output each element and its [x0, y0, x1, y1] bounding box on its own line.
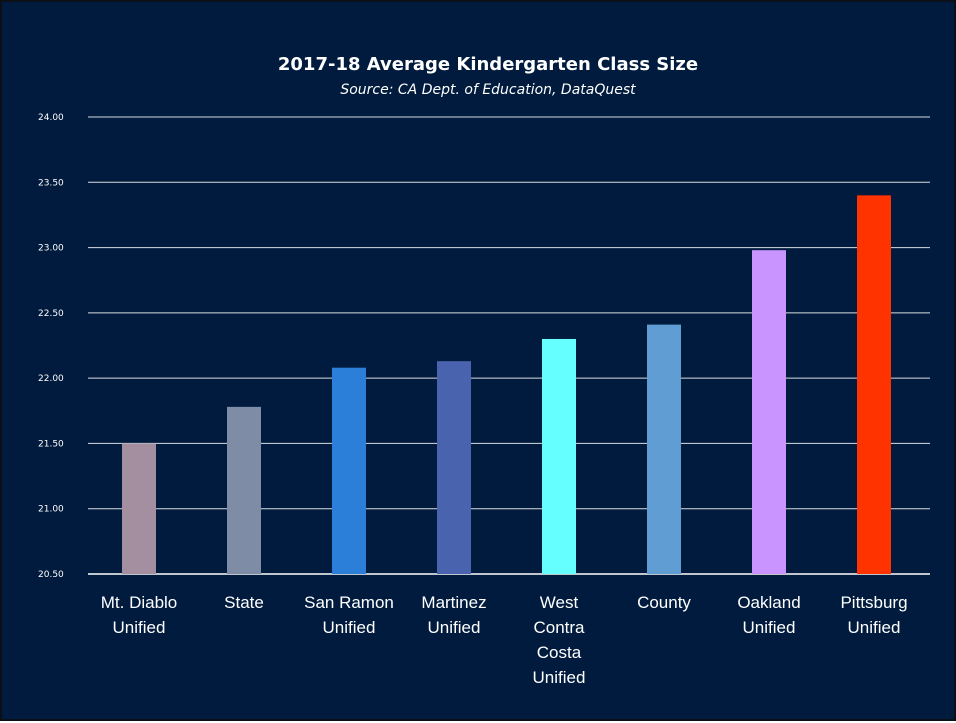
y-tick-label: 22.00: [38, 374, 64, 384]
y-tick-label: 23.00: [38, 244, 64, 254]
x-tick-label: San Ramon Unified: [304, 593, 394, 637]
bar: [857, 195, 891, 575]
x-tick-label-line: Unified: [323, 618, 376, 637]
x-tick-label-line: Martinez: [421, 593, 486, 612]
x-tick-label: Martinez Unified: [421, 593, 486, 637]
bar: [227, 406, 261, 574]
y-tick-label: 24.00: [38, 113, 64, 123]
bar: [122, 443, 156, 574]
bar: [437, 361, 471, 574]
x-tick-label: County: [637, 593, 691, 612]
y-tick-label: 23.50: [38, 178, 64, 188]
y-axis-tick-labels: 20.50 21.00 21.50 22.00 22.50 23.00 23.50 24.00: [38, 113, 64, 580]
gridlines: [88, 116, 930, 575]
x-tick-label-line: Unified: [533, 668, 586, 687]
x-tick-label: West Contra Costa Unified: [533, 593, 586, 687]
x-tick-label: State: [224, 593, 264, 612]
bars: [122, 195, 891, 575]
x-tick-label-line: Pittsburg: [840, 593, 907, 612]
x-tick-label-line: Unified: [848, 618, 901, 637]
y-tick-label: 21.00: [38, 505, 64, 515]
x-tick-label-line: Unified: [113, 618, 166, 637]
bar: [752, 250, 786, 574]
x-tick-label-line: Costa: [537, 643, 582, 662]
bar: [542, 338, 576, 574]
x-tick-label: Pittsburg Unified: [840, 593, 907, 637]
x-tick-label-line: Oakland: [737, 593, 800, 612]
chart-subtitle: Source: CA Dept. of Education, DataQuest: [340, 82, 636, 98]
x-tick-label: Oakland Unified: [737, 593, 800, 637]
x-tick-label-line: San Ramon: [304, 593, 394, 612]
x-tick-label: Mt. Diablo Unified: [101, 593, 178, 637]
bar: [332, 367, 366, 574]
chart-title: 2017-18 Average Kindergarten Class Size: [278, 54, 698, 75]
y-tick-label: 21.50: [38, 439, 64, 449]
x-tick-label-line: West: [540, 593, 579, 612]
y-tick-label: 20.50: [38, 570, 64, 580]
x-tick-label-line: Mt. Diablo: [101, 593, 178, 612]
y-tick-label: 22.50: [38, 309, 64, 319]
x-tick-label-line: Unified: [743, 618, 796, 637]
x-tick-label-line: Unified: [428, 618, 481, 637]
x-tick-label-line: County: [637, 593, 691, 612]
bar: [647, 324, 681, 574]
x-tick-label-line: Contra: [533, 618, 585, 637]
x-tick-label-line: State: [224, 593, 264, 612]
